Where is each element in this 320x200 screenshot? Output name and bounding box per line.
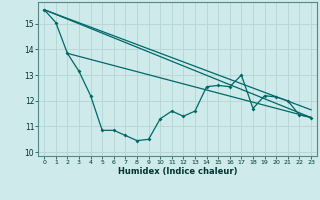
X-axis label: Humidex (Indice chaleur): Humidex (Indice chaleur) <box>118 167 237 176</box>
